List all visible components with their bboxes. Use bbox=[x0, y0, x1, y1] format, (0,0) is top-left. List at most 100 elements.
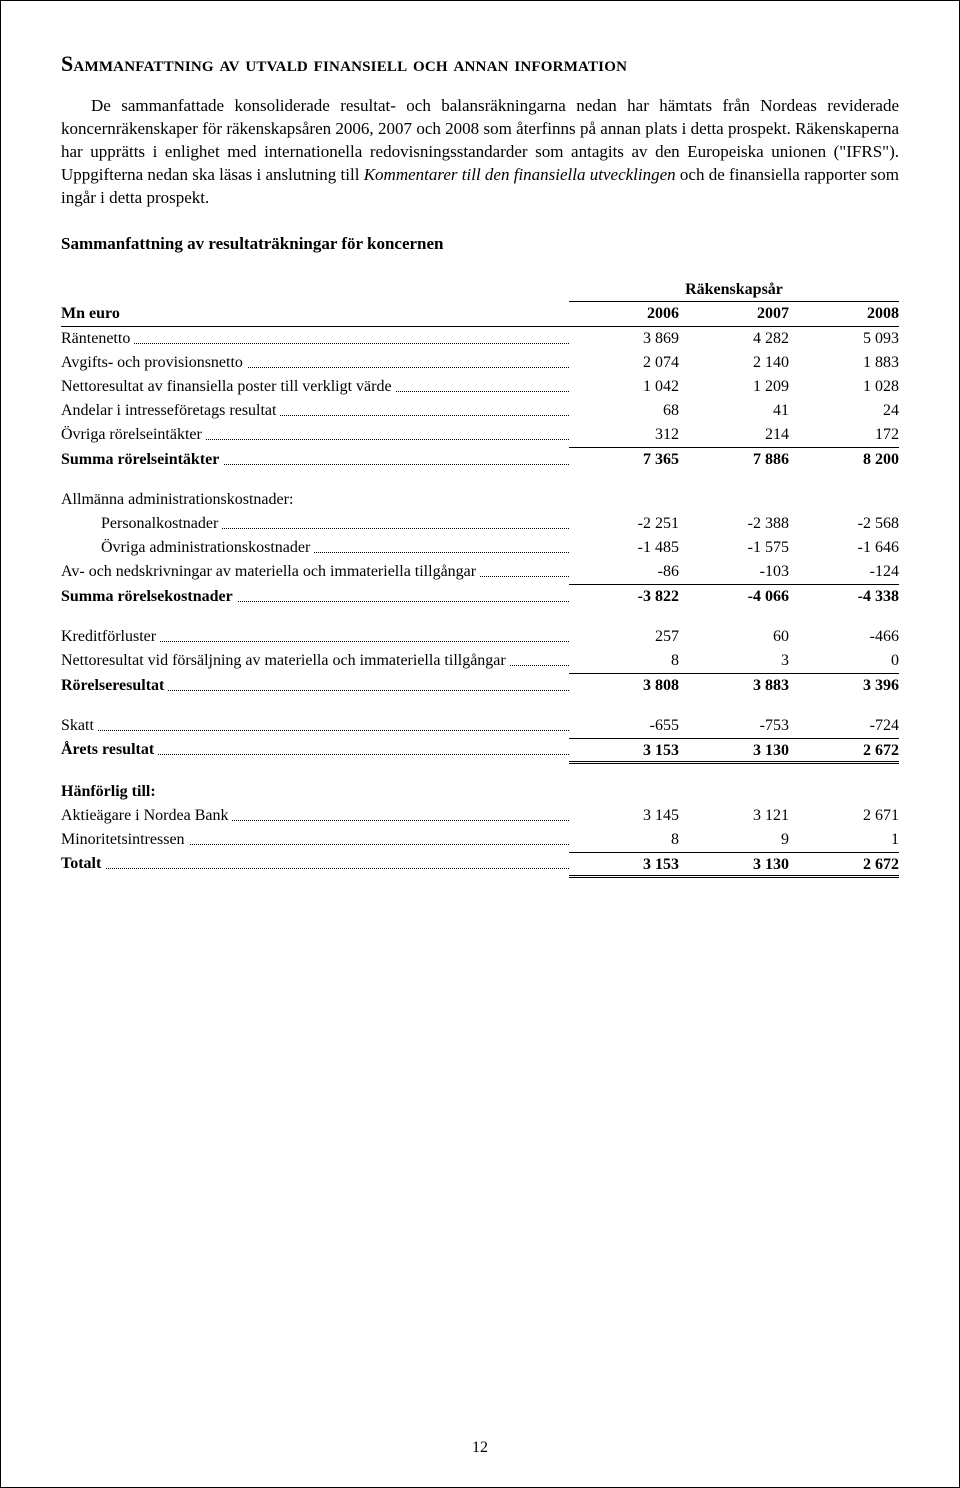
row-label: Kreditförluster bbox=[61, 625, 569, 649]
cell-value: 0 bbox=[789, 649, 899, 674]
cell-value: 2 074 bbox=[569, 351, 679, 375]
cell-value: -4 338 bbox=[789, 584, 899, 609]
cell-value: -86 bbox=[569, 560, 679, 585]
cell-value: 60 bbox=[679, 625, 789, 649]
table-row: Hänförlig till: bbox=[61, 780, 899, 804]
cell-value: 1 209 bbox=[679, 375, 789, 399]
cell-value: -3 822 bbox=[569, 584, 679, 609]
table-row bbox=[61, 609, 899, 625]
row-label: Minoritetsintressen bbox=[61, 828, 569, 853]
cell-value: -103 bbox=[679, 560, 789, 585]
intro-paragraph: De sammanfattade konsoliderade resultat-… bbox=[61, 95, 899, 210]
cell-value: 1 042 bbox=[569, 375, 679, 399]
year-col-3: 2008 bbox=[789, 301, 899, 326]
table-row: Övriga administrationskostnader-1 485-1 … bbox=[61, 536, 899, 560]
row-label: Summa rörelsekostnader bbox=[61, 584, 569, 609]
table-row: Skatt-655-753-724 bbox=[61, 714, 899, 739]
cell-value: 5 093 bbox=[789, 326, 899, 351]
spanner-label: Räkenskapsår bbox=[569, 278, 899, 302]
cell-value: 214 bbox=[679, 423, 789, 448]
row-label: Rörelseresultat bbox=[61, 673, 569, 698]
cell-value: 2 672 bbox=[789, 738, 899, 762]
cell-value: 257 bbox=[569, 625, 679, 649]
table-row: Summa rörelseintäkter7 3657 8868 200 bbox=[61, 447, 899, 472]
row-label: Personalkostnader bbox=[61, 512, 569, 536]
table-row: Kreditförluster25760-466 bbox=[61, 625, 899, 649]
cell-value: 8 bbox=[569, 649, 679, 674]
spanner-row: Räkenskapsår bbox=[61, 278, 899, 302]
cell-value: 3 130 bbox=[679, 852, 789, 876]
cell-value: 3 396 bbox=[789, 673, 899, 698]
cell-value: -2 251 bbox=[569, 512, 679, 536]
table-row: Aktieägare i Nordea Bank3 1453 1212 671 bbox=[61, 804, 899, 828]
cell-value: 3 869 bbox=[569, 326, 679, 351]
cell-value: -1 646 bbox=[789, 536, 899, 560]
cell-value bbox=[679, 780, 789, 804]
row-label: Räntenetto bbox=[61, 326, 569, 351]
cell-value: 9 bbox=[679, 828, 789, 853]
cell-value: 7 365 bbox=[569, 447, 679, 472]
cell-value: 8 200 bbox=[789, 447, 899, 472]
cell-value: -1 575 bbox=[679, 536, 789, 560]
cell-value: -753 bbox=[679, 714, 789, 739]
cell-value: 312 bbox=[569, 423, 679, 448]
income-statement-table: Räkenskapsår Mn euro 2006 2007 2008 Ränt… bbox=[61, 278, 899, 878]
table-row: Andelar i intresseföretags resultat68412… bbox=[61, 399, 899, 423]
cell-value: 2 140 bbox=[679, 351, 789, 375]
table-row: Nettoresultat vid försäljning av materie… bbox=[61, 649, 899, 674]
table-row: Rörelseresultat3 8083 8833 396 bbox=[61, 673, 899, 698]
row-label: Årets resultat bbox=[61, 738, 569, 762]
table-row: Nettoresultat av finansiella poster till… bbox=[61, 375, 899, 399]
cell-value: -1 485 bbox=[569, 536, 679, 560]
row-label: Övriga rörelseintäkter bbox=[61, 423, 569, 448]
cell-value: 172 bbox=[789, 423, 899, 448]
table-row bbox=[61, 472, 899, 488]
table-row: Personalkostnader-2 251-2 388-2 568 bbox=[61, 512, 899, 536]
table-subheading: Sammanfattning av resultaträkningar för … bbox=[61, 234, 899, 254]
row-label: Avgifts- och provisionsnetto bbox=[61, 351, 569, 375]
cell-value: 3 153 bbox=[569, 738, 679, 762]
cell-value: -466 bbox=[789, 625, 899, 649]
cell-value: 3 bbox=[679, 649, 789, 674]
table-row bbox=[61, 762, 899, 780]
cell-value: 68 bbox=[569, 399, 679, 423]
cell-value bbox=[569, 780, 679, 804]
row-label: Summa rörelseintäkter bbox=[61, 447, 569, 472]
cell-value: 1 883 bbox=[789, 351, 899, 375]
row-label: Övriga administrationskostnader bbox=[61, 536, 569, 560]
cell-value: -2 568 bbox=[789, 512, 899, 536]
row-label: Hänförlig till: bbox=[61, 780, 569, 804]
cell-value bbox=[789, 780, 899, 804]
cell-value: 4 282 bbox=[679, 326, 789, 351]
cell-value: -655 bbox=[569, 714, 679, 739]
para-italic: Kommentarer till den finansiella utveckl… bbox=[364, 165, 676, 184]
cell-value: -724 bbox=[789, 714, 899, 739]
row-label: Andelar i intresseföretags resultat bbox=[61, 399, 569, 423]
cell-value: 8 bbox=[569, 828, 679, 853]
row-label: Nettoresultat av finansiella poster till… bbox=[61, 375, 569, 399]
table-row: Räntenetto3 8694 2825 093 bbox=[61, 326, 899, 351]
cell-value: 2 671 bbox=[789, 804, 899, 828]
cell-value: 24 bbox=[789, 399, 899, 423]
row-label: Allmänna administrationskostnader: bbox=[61, 488, 569, 512]
table-body: Räntenetto3 8694 2825 093Avgifts- och pr… bbox=[61, 326, 899, 876]
table-row: Summa rörelsekostnader-3 822-4 066-4 338 bbox=[61, 584, 899, 609]
cell-value: 41 bbox=[679, 399, 789, 423]
cell-value bbox=[679, 488, 789, 512]
cell-value: 3 130 bbox=[679, 738, 789, 762]
cell-value: 3 808 bbox=[569, 673, 679, 698]
cell-value: 1 028 bbox=[789, 375, 899, 399]
row-label: Av- och nedskrivningar av materiella och… bbox=[61, 560, 569, 585]
column-header-row: Mn euro 2006 2007 2008 bbox=[61, 301, 899, 326]
year-col-1: 2006 bbox=[569, 301, 679, 326]
cell-value: -4 066 bbox=[679, 584, 789, 609]
page-number: 12 bbox=[1, 1439, 959, 1457]
document-page: Sammanfattning av utvald finansiell och … bbox=[0, 0, 960, 1488]
row-header-label: Mn euro bbox=[61, 301, 569, 326]
cell-value: 3 121 bbox=[679, 804, 789, 828]
table-row bbox=[61, 698, 899, 714]
cell-value bbox=[569, 488, 679, 512]
table-row: Allmänna administrationskostnader: bbox=[61, 488, 899, 512]
cell-value: 7 886 bbox=[679, 447, 789, 472]
cell-value: 3 145 bbox=[569, 804, 679, 828]
